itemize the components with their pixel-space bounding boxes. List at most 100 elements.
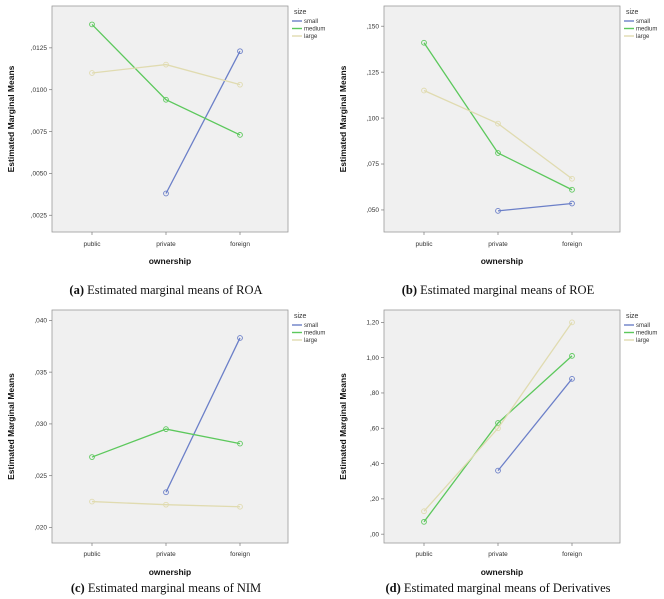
data-point-medium	[569, 186, 575, 193]
data-point-medium	[495, 420, 501, 426]
x-axis-label: ownership	[481, 256, 524, 266]
data-point-medium	[495, 150, 501, 156]
x-axis-label: ownership	[149, 567, 192, 577]
data-point-large	[421, 508, 427, 515]
caption-d-text: Estimated marginal means of Derivatives	[403, 581, 611, 595]
y-tick-label: ,040	[34, 318, 47, 325]
legend-entry-medium: medium	[304, 27, 325, 33]
y-tick-label: ,0025	[31, 212, 48, 219]
caption-c-text: Estimated marginal means of NIM	[87, 581, 262, 595]
legend-entry-medium: medium	[636, 27, 657, 33]
legend-entry-small: small	[636, 19, 650, 25]
data-point-small	[163, 489, 169, 496]
data-point-medium	[163, 96, 169, 103]
x-tick-label: private	[156, 551, 176, 558]
legend-entry-small: small	[304, 323, 318, 329]
data-point-small	[163, 190, 169, 197]
x-axis-label: ownership	[149, 256, 192, 266]
legend-title: size	[626, 313, 639, 320]
y-tick-label: ,20	[370, 496, 379, 503]
data-point-medium	[89, 21, 95, 28]
data-point-medium	[421, 518, 427, 525]
data-point-large	[89, 498, 95, 505]
legend-entry-medium: medium	[304, 331, 325, 337]
legend-entry-large: large	[304, 338, 318, 344]
x-tick-label: public	[84, 241, 102, 248]
plot-area-a	[51, 5, 289, 233]
caption-b-label: (b)	[401, 283, 418, 297]
chart-panel-b: ,050 ,075 ,100 ,125 ,150 public private foreign…	[332, 0, 664, 300]
y-tick-label: ,40	[370, 461, 379, 468]
data-point-large	[495, 425, 501, 432]
data-point-medium	[569, 353, 575, 359]
data-point-large	[495, 120, 501, 127]
caption-b-text: Estimated marginal means of ROE	[420, 283, 595, 297]
caption-c: (c) Estimated marginal means of NIM	[0, 581, 332, 596]
legend-entry-small: small	[304, 19, 318, 25]
y-tick-label: ,020	[34, 525, 47, 532]
series-line-small	[497, 378, 573, 472]
y-tick-label: ,0075	[31, 129, 48, 136]
x-tick-label: foreign	[562, 551, 582, 558]
y-tick-label: ,035	[34, 369, 47, 376]
series-line-small	[165, 337, 241, 493]
caption-d: (d) Estimated marginal means of Derivati…	[332, 581, 664, 596]
data-point-small	[237, 335, 243, 341]
data-point-medium	[89, 454, 95, 460]
data-point-large	[163, 501, 169, 508]
plot-area-d	[383, 309, 621, 544]
series-line-small	[165, 50, 241, 194]
y-axis-label: Estimated Marginal Means	[338, 373, 348, 480]
data-point-large	[89, 70, 95, 76]
data-point-large	[569, 175, 575, 182]
legend-title: size	[626, 9, 639, 16]
legend-entry-large: large	[304, 34, 318, 40]
x-tick-label: public	[416, 241, 434, 248]
chart-c-svg: ,020 ,025 ,030 ,035 ,040 public private foreign…	[6, 309, 325, 577]
caption-c-label: (c)	[70, 581, 85, 595]
y-tick-label: ,025	[34, 473, 47, 480]
data-point-large	[237, 503, 243, 510]
x-tick-label: foreign	[562, 241, 582, 248]
y-tick-label: ,0125	[31, 45, 48, 52]
chart-b-svg: ,050 ,075 ,100 ,125 ,150 public private foreign…	[338, 5, 657, 266]
caption-d-label: (d)	[385, 581, 401, 595]
x-tick-label: public	[84, 551, 102, 558]
data-point-small	[569, 200, 575, 207]
legend-title: size	[294, 313, 307, 320]
y-tick-label: ,0050	[31, 171, 48, 178]
x-tick-label: private	[488, 241, 508, 248]
legend-entry-large: large	[636, 34, 650, 40]
data-point-large	[163, 61, 169, 68]
x-tick-label: public	[416, 551, 434, 558]
data-point-small	[495, 467, 501, 474]
chart-a-svg: ,0025 ,0050 ,0075 ,0100 ,0125 public private fo…	[6, 5, 325, 266]
x-tick-label: private	[156, 241, 176, 248]
data-point-large	[421, 87, 427, 94]
x-tick-label: foreign	[230, 551, 250, 558]
series-line-large	[91, 63, 241, 86]
chart-panel-a: ,0025 ,0050 ,0075 ,0100 ,0125 public private fo…	[0, 0, 332, 300]
data-point-medium	[421, 39, 427, 46]
chart-panel-d: ,00 ,20 ,40 ,60 ,80 1,00 1,20 public private fore…	[332, 300, 664, 599]
legend-entry-small: small	[636, 323, 650, 329]
y-tick-label: 1,00	[366, 355, 379, 362]
y-tick-label: ,100	[366, 115, 379, 122]
series-line-large	[423, 321, 573, 512]
caption-a: (a) Estimated marginal means of ROA	[0, 283, 332, 298]
legend-entry-medium: medium	[636, 331, 657, 337]
y-axis-label: Estimated Marginal Means	[338, 65, 348, 172]
data-point-large	[569, 319, 575, 326]
legend-entry-large: large	[636, 338, 650, 344]
plot-area-b	[383, 5, 621, 233]
y-tick-label: ,0100	[31, 87, 48, 94]
caption-b: (b) Estimated marginal means of ROE	[332, 283, 664, 298]
y-tick-label: ,80	[370, 390, 379, 397]
data-point-small	[569, 375, 575, 382]
series-line-medium	[423, 42, 573, 191]
series-line-large	[91, 500, 241, 508]
legend-title: size	[294, 9, 307, 16]
data-point-small	[237, 48, 243, 55]
series-line-large	[423, 89, 573, 180]
plot-area-c	[51, 309, 289, 544]
